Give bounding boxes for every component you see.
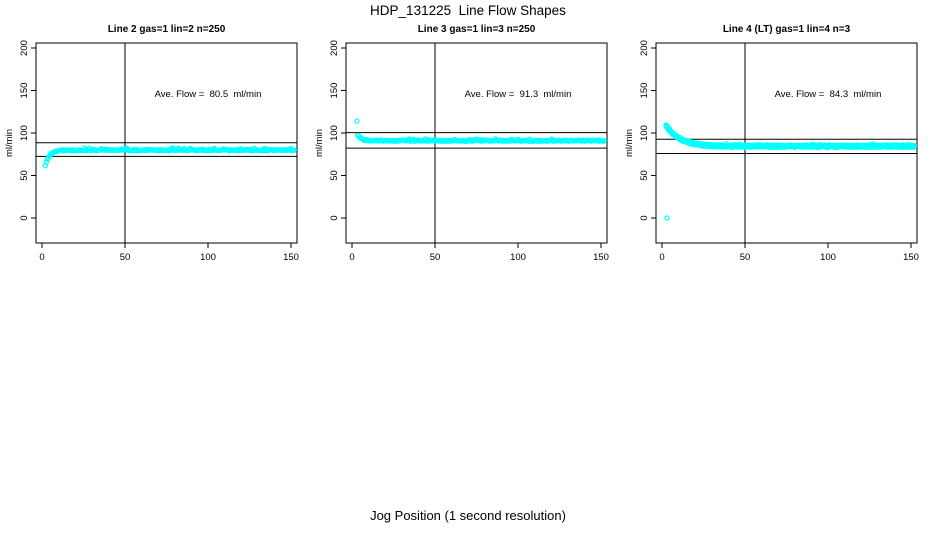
y-axis-label: ml/min (4, 129, 15, 157)
y-tick-label: 0 (19, 215, 30, 220)
panel-line-4-flow-plot: Line 4 (LT) gas=1 lin=4 n=3 0 50 100 150 0 50 1… (624, 24, 919, 263)
plot-box (345, 42, 608, 244)
y-tick-label: 0 (639, 215, 650, 220)
x-tick-label: 150 (903, 252, 919, 263)
y-tick-label: 0 (329, 215, 340, 220)
x-tick-label: 50 (430, 252, 441, 263)
x-tick-label: 150 (283, 252, 299, 263)
panels-row: Line 2 gas=1 lin=2 n=250 0 50 100 150 0 50 100 1… (0, 20, 936, 270)
plot-box (655, 42, 918, 244)
y-tick-label: 150 (639, 83, 650, 99)
x-tick-label: 0 (349, 252, 354, 263)
x-tick-label: 50 (740, 252, 751, 263)
y-tick-label: 100 (19, 125, 30, 141)
outlier-point (664, 215, 670, 221)
figure-title: HDP_131225 Line Flow Shapes (370, 3, 566, 18)
panel-title: Line 2 gas=1 lin=2 n=250 (108, 24, 226, 35)
y-tick-label: 50 (329, 170, 340, 181)
data-point (911, 142, 918, 149)
outlier-point (354, 118, 360, 124)
y-tick-label: 150 (19, 83, 30, 99)
x-tick-label: 0 (659, 252, 664, 263)
data-point (291, 147, 298, 153)
x-tick-label: 100 (820, 252, 836, 263)
y-tick-label: 50 (19, 170, 30, 181)
y-tick-label: 150 (329, 83, 340, 99)
panel-line-2-flow-plot: Line 2 gas=1 lin=2 n=250 0 50 100 150 0 50 100 1… (4, 24, 299, 263)
panel-title: Line 4 (LT) gas=1 lin=4 n=3 (723, 24, 851, 35)
data-point (171, 147, 178, 154)
x-tick-label: 50 (120, 252, 131, 263)
y-tick-label: 200 (639, 40, 650, 56)
panel-line-3-flow-plot: Line 3 gas=1 lin=3 n=250 0 50 100 150 0 50 100 1… (314, 24, 609, 263)
panel-title: Line 3 gas=1 lin=3 n=250 (418, 24, 536, 35)
y-axis-label: ml/min (314, 129, 325, 157)
y-tick-label: 50 (639, 170, 650, 181)
data-point (43, 159, 50, 165)
data-point (601, 138, 608, 144)
avg-flow-annotation: Ave. Flow = 80.5 ml/min (155, 89, 262, 100)
y-axis-label: ml/min (624, 129, 635, 157)
x-tick-label: 100 (510, 252, 526, 263)
avg-flow-annotation: Ave. Flow = 91.3 ml/min (465, 89, 572, 100)
y-tick-label: 200 (19, 40, 30, 56)
y-tick-label: 100 (329, 125, 340, 141)
avg-flow-annotation: Ave. Flow = 84.3 ml/min (775, 89, 882, 100)
y-tick-label: 200 (329, 40, 340, 56)
x-tick-label: 150 (593, 252, 609, 263)
y-tick-label: 100 (639, 125, 650, 141)
x-axis-label: Jog Position (1 second resolution) (370, 508, 566, 523)
x-tick-label: 0 (39, 252, 44, 263)
x-tick-label: 100 (200, 252, 216, 263)
